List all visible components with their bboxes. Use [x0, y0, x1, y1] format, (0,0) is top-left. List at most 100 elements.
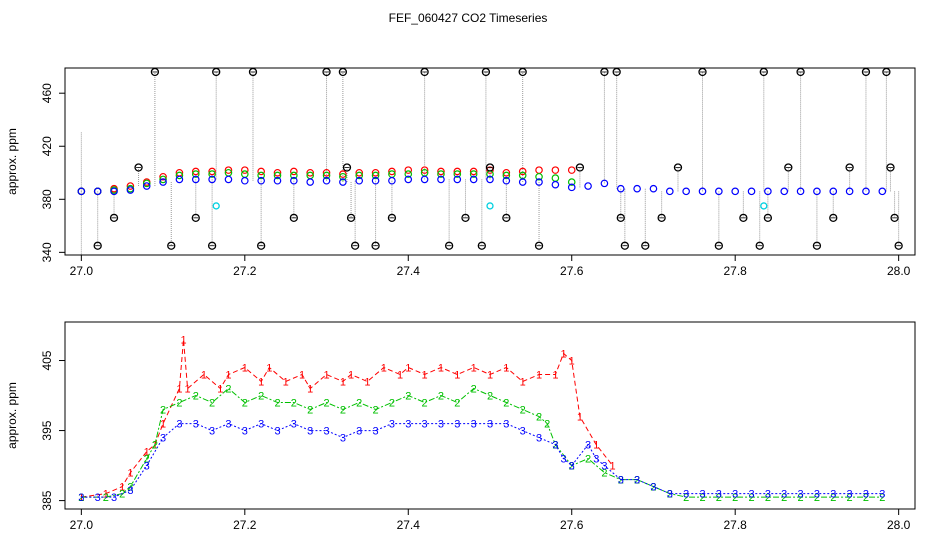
series-1-marker: 1: [307, 384, 313, 396]
top-panel-scatter: 27.0 27.2 27.4 27.6 27.8 28.0 340 380 420 460 appr…: [5, 67, 916, 278]
series-1-point: [322, 168, 331, 177]
series-2-marker: 2: [193, 391, 199, 403]
series-3-marker: 3: [814, 489, 820, 501]
series-3-point: [584, 182, 592, 190]
series-2-point: [453, 170, 462, 178]
series-1-point: [502, 168, 511, 177]
outlier-point: [600, 67, 609, 77]
series-2-marker: 2: [209, 398, 215, 410]
series-3-point: [535, 178, 543, 186]
series-2-marker: 2: [160, 405, 166, 417]
figure-title: FEF_060427 CO2 Timeseries: [389, 11, 548, 25]
x-tick-label: 27.4: [397, 264, 421, 278]
series-1-marker: 1: [160, 419, 166, 431]
series-2-marker: 2: [422, 398, 428, 410]
series-2-point: [208, 170, 216, 178]
series-2-marker: 2: [389, 398, 395, 410]
series-3-marker: 3: [536, 433, 542, 445]
series-2-marker: 2: [683, 492, 689, 504]
series-3-marker: 3: [585, 440, 591, 452]
series-1-point: [241, 166, 249, 174]
outlier-point: [612, 67, 621, 77]
bottom-panel-timeseries: 27.0 27.2 27.4 27.6 27.8 28.0 385 395 405 approx.…: [5, 321, 916, 532]
outlier-point: [93, 241, 102, 250]
series-2-marker: 2: [847, 492, 853, 504]
series-1-marker: 1: [323, 370, 329, 382]
series-3-point: [355, 176, 364, 185]
series-1-marker: 1: [454, 370, 460, 382]
series-3-marker: 3: [209, 426, 215, 438]
series-3-point: [306, 178, 314, 186]
series-3-point: [813, 187, 821, 196]
series-3-marker: 3: [454, 419, 460, 431]
series-2-marker: 2: [242, 398, 248, 410]
series-1-point: [453, 167, 462, 176]
series-1-marker: 1: [381, 363, 387, 375]
series-2-point: [567, 178, 576, 186]
series-2-marker: 2: [274, 398, 280, 410]
series-2-marker: 2: [536, 412, 542, 424]
series-3-marker: 3: [863, 489, 869, 501]
plot-frame: [64, 321, 916, 510]
series-3-point: [518, 178, 527, 186]
series-3-point: [224, 175, 233, 184]
series-1-point: [257, 167, 265, 176]
outlier-point: [784, 163, 793, 172]
x-tick-label: 27.0: [70, 518, 94, 532]
series-3-marker: 3: [405, 419, 411, 431]
series-3-marker: 3: [667, 489, 673, 501]
outlier-point: [698, 67, 707, 77]
series-2-marker: 2: [748, 492, 754, 504]
series-3-line: [81, 423, 883, 498]
y-tick-label: 420: [40, 136, 54, 156]
series-2-marker: 2: [78, 492, 84, 504]
series-1-marker: 1: [471, 363, 477, 375]
series-2-marker: 2: [634, 475, 640, 487]
outlier-point: [191, 213, 200, 223]
outlier-point: [248, 67, 258, 77]
series-3-point: [600, 179, 609, 188]
series-1-point: [371, 168, 380, 177]
series-3-marker: 3: [144, 461, 150, 473]
series-1-point: [126, 182, 135, 190]
series-1-point: [551, 166, 560, 174]
series-3-marker: 3: [699, 489, 705, 501]
series-2-marker: 2: [765, 492, 771, 504]
outlier-point: [167, 241, 176, 250]
series-2-marker: 2: [454, 398, 460, 410]
series-3-marker: 3: [634, 475, 640, 487]
outlier-point: [150, 67, 160, 77]
series-3-marker: 3: [765, 489, 771, 501]
series-3-marker: 3: [618, 475, 624, 487]
series-1-marker: 1: [266, 363, 272, 375]
series-1-marker: 1: [487, 370, 493, 382]
x-tick-label: 27.2: [233, 518, 257, 532]
series-2-point: [191, 170, 200, 178]
series-3-marker: 3: [160, 433, 166, 445]
y-axis-label: approx. ppm: [5, 382, 19, 449]
series-3-point: [437, 175, 445, 184]
outlier-point: [759, 67, 768, 77]
series-3-marker: 3: [422, 419, 428, 431]
outlier-point: [575, 163, 585, 172]
outlier-point: [845, 163, 854, 172]
series-3-marker: 3: [748, 489, 754, 501]
series-2-marker: 2: [340, 405, 346, 417]
outlier-point: [257, 241, 266, 250]
y-tick-label: 395: [40, 420, 54, 440]
series-3-point: [845, 187, 854, 196]
outlier-point: [673, 163, 683, 172]
series-3-point: [616, 184, 625, 193]
series-2-marker: 2: [699, 492, 705, 504]
series-3-marker: 3: [601, 461, 607, 473]
series-3-marker: 3: [438, 419, 444, 431]
series-1-point: [437, 167, 445, 176]
outlier-point: [739, 213, 748, 223]
series-1-point: [567, 166, 576, 174]
outlier-point: [886, 163, 895, 172]
series-3-marker: 3: [95, 492, 101, 504]
y-tick-label: 340: [40, 242, 54, 262]
y-axis-label: approx. ppm: [5, 128, 19, 195]
flag-point: [212, 202, 220, 210]
